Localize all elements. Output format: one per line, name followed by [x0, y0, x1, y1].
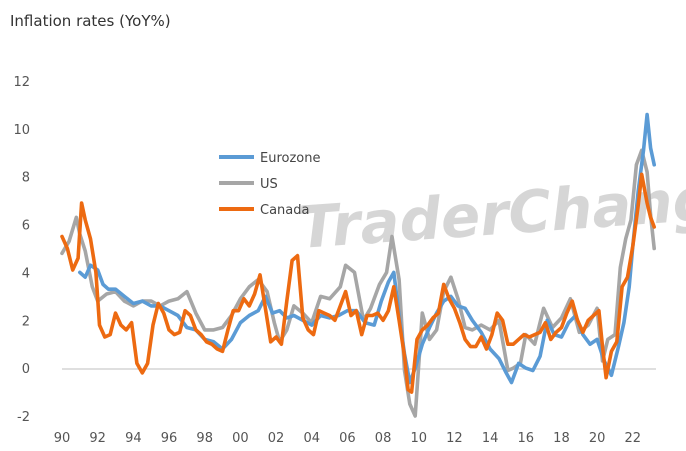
x-tick-label: 96 [161, 431, 178, 446]
x-tick-label: 20 [589, 431, 606, 446]
legend: Eurozone US Canada [219, 151, 320, 218]
chart-title: Inflation rates (YoY%) [10, 12, 171, 30]
series-lines [60, 112, 656, 418]
x-tick-label: 90 [54, 431, 71, 446]
legend-label-us: US [260, 177, 278, 192]
x-tick-label: 06 [339, 431, 356, 446]
y-tick-label: 12 [13, 75, 30, 90]
x-tick-label: 04 [303, 431, 320, 446]
y-tick-label: 4 [22, 266, 30, 281]
y-tick-label: 0 [22, 362, 30, 377]
y-tick-label: 2 [22, 314, 30, 329]
y-tick-label: 8 [22, 171, 30, 186]
y-tick-label: 6 [22, 219, 30, 234]
x-tick-label: 00 [232, 431, 249, 446]
y-tick-labels: -2 0 2 4 6 8 10 12 [13, 75, 30, 425]
x-tick-label: 16 [518, 431, 535, 446]
legend-label-eurozone: Eurozone [260, 151, 320, 166]
x-tick-label: 02 [268, 431, 285, 446]
x-tick-label: 18 [553, 431, 570, 446]
x-tick-label: 92 [89, 431, 106, 446]
legend-label-canada: Canada [260, 203, 309, 218]
y-tick-label: -2 [17, 410, 30, 425]
x-tick-label: 98 [196, 431, 213, 446]
x-tick-label: 08 [375, 431, 392, 446]
y-tick-label: 10 [13, 123, 30, 138]
series-line-canada [60, 172, 656, 394]
x-tick-labels: 90 92 94 96 98 00 02 04 06 08 10 12 14 16 18 20 22 [54, 431, 641, 446]
x-tick-label: 94 [125, 431, 142, 446]
x-tick-label: 10 [410, 431, 427, 446]
x-tick-label: 12 [446, 431, 463, 446]
watermark: TraderChange.com [296, 151, 686, 262]
x-tick-label: 22 [625, 431, 642, 446]
x-tick-label: 14 [482, 431, 499, 446]
